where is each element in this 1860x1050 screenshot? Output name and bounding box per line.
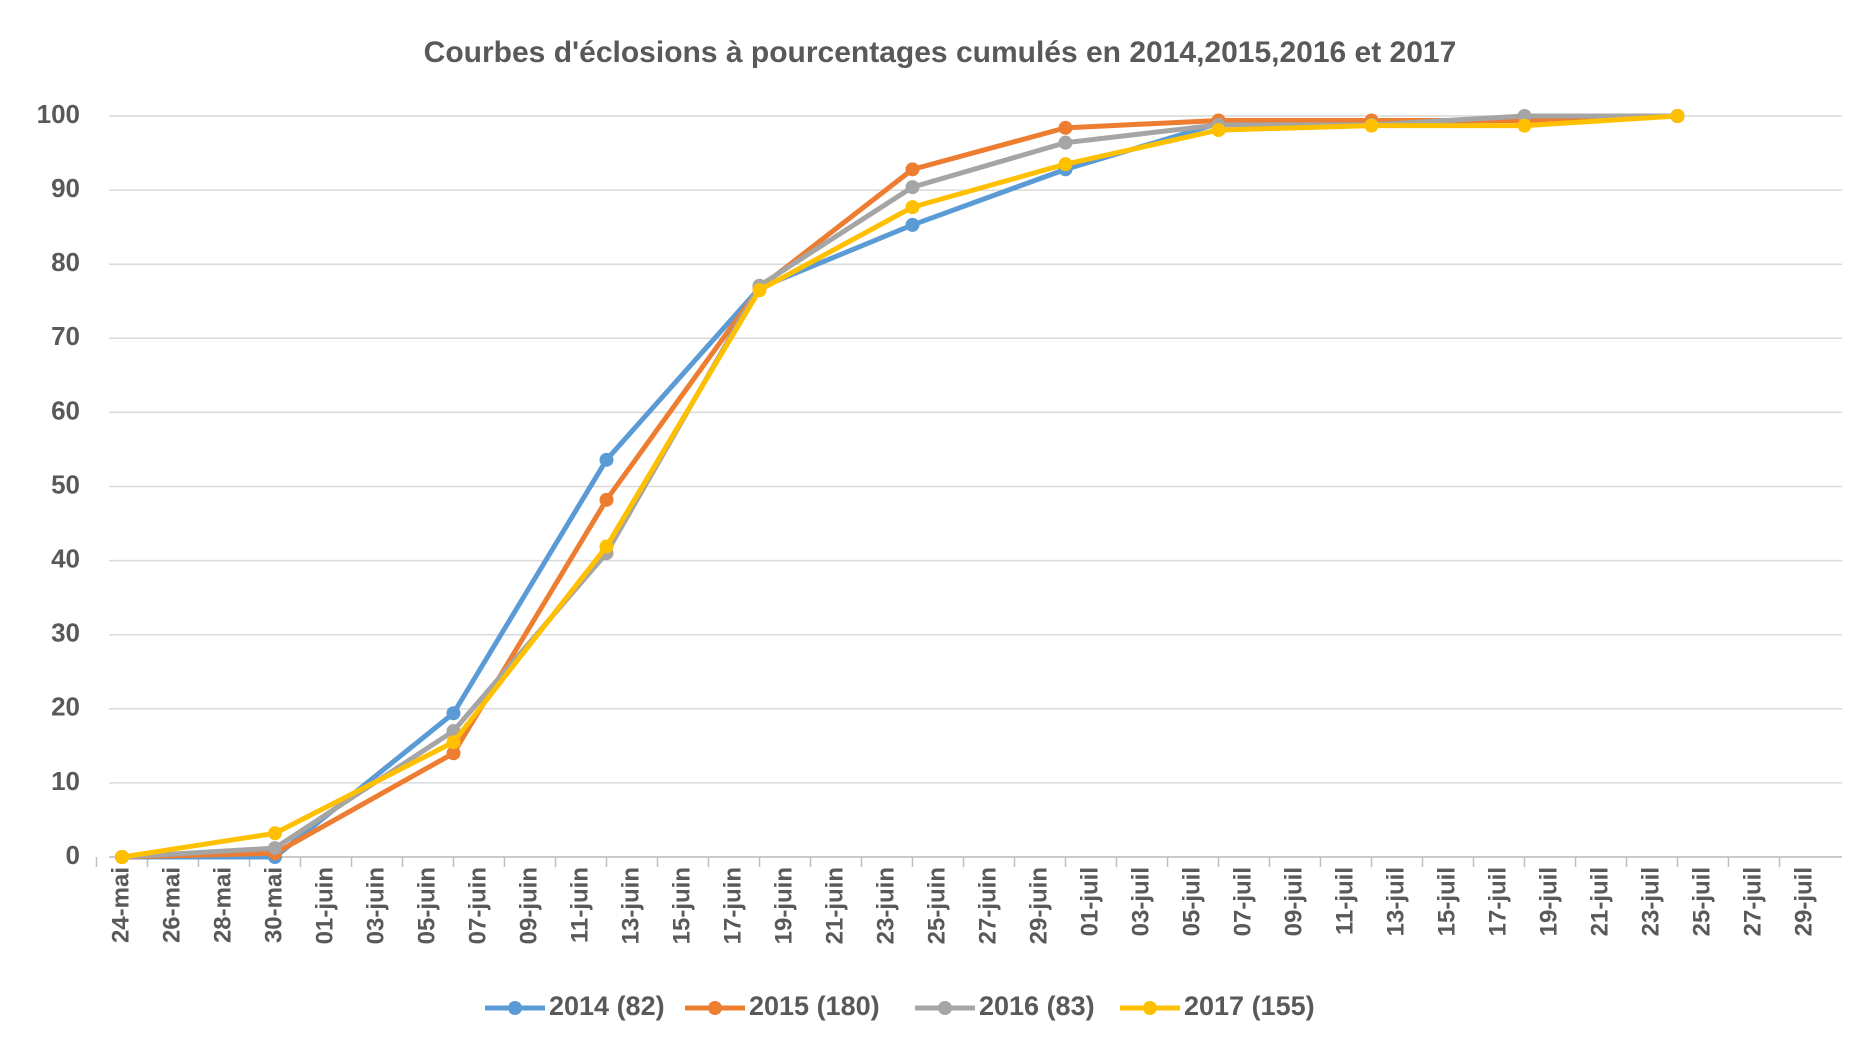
x-tick-label: 11-juin <box>566 867 593 943</box>
x-tick-label: 24-mai <box>107 867 134 943</box>
data-point <box>446 735 461 750</box>
x-tick-label: 27-juil <box>1739 867 1766 936</box>
x-tick-label: 13-juin <box>617 867 644 944</box>
y-tick-label: 70 <box>51 321 80 351</box>
data-point <box>905 217 920 232</box>
y-tick-label: 20 <box>51 692 80 722</box>
x-tick-label: 25-juin <box>923 867 950 944</box>
legend-marker <box>508 1001 522 1015</box>
data-point <box>1058 120 1073 135</box>
x-tick-label: 27-juin <box>974 867 1001 944</box>
x-tick-label: 21-juil <box>1586 867 1613 936</box>
data-point <box>1364 118 1379 133</box>
x-tick-label: 15-juin <box>668 867 695 944</box>
y-tick-label: 10 <box>51 766 80 796</box>
y-tick-label: 80 <box>51 247 80 277</box>
x-tick-label: 28-mai <box>209 867 236 943</box>
x-tick-label: 15-juil <box>1433 867 1460 936</box>
x-tick-label: 30-mai <box>260 867 287 943</box>
x-tick-label: 17-juin <box>719 867 746 944</box>
x-tick-label: 13-juil <box>1382 867 1409 936</box>
legend-label: 2014 (82) <box>549 991 665 1021</box>
x-tick-label: 19-juin <box>770 867 797 944</box>
x-tick-label: 17-juil <box>1484 867 1511 936</box>
data-point <box>1670 109 1685 123</box>
y-tick-label: 60 <box>51 395 80 425</box>
x-tick-label: 05-juin <box>413 867 440 944</box>
x-tick-label: 03-juil <box>1127 867 1154 936</box>
x-tick-label: 09-juin <box>515 867 542 944</box>
y-tick-label: 40 <box>51 543 80 573</box>
data-point <box>268 826 282 841</box>
data-point <box>905 180 920 195</box>
x-tick-label: 07-juin <box>464 867 491 944</box>
legend-marker <box>708 1001 722 1015</box>
data-point <box>1517 109 1532 123</box>
data-point <box>752 283 767 298</box>
legend-marker <box>938 1001 952 1015</box>
x-tick-label: 25-juil <box>1688 867 1715 936</box>
x-tick-label: 26-mai <box>158 867 185 943</box>
x-tick-label: 01-juil <box>1076 867 1103 936</box>
legend-label: 2016 (83) <box>979 991 1095 1021</box>
chart-title: Courbes d'éclosions à pourcentages cumul… <box>424 36 1457 69</box>
data-point <box>599 452 614 467</box>
x-tick-label: 05-juil <box>1178 867 1205 936</box>
x-tick-label: 23-juin <box>872 867 899 944</box>
data-point <box>1058 135 1073 150</box>
y-tick-label: 90 <box>51 173 80 203</box>
legend-marker <box>1143 1001 1157 1015</box>
x-tick-label: 29-juil <box>1790 867 1817 936</box>
data-point <box>905 162 920 177</box>
data-point <box>1058 157 1073 172</box>
legend-label: 2015 (180) <box>749 991 880 1021</box>
data-point <box>446 746 461 761</box>
y-tick-label: 50 <box>51 469 80 499</box>
data-point <box>599 492 614 507</box>
x-tick-label: 11-juil <box>1331 867 1358 935</box>
y-tick-label: 0 <box>66 840 80 870</box>
data-point <box>905 200 920 215</box>
data-point <box>268 841 282 856</box>
data-point <box>115 850 129 864</box>
data-point <box>446 706 461 721</box>
data-point <box>1517 118 1532 133</box>
y-tick-label: 100 <box>37 99 80 129</box>
x-tick-label: 19-juil <box>1535 867 1562 936</box>
data-point <box>1211 123 1226 138</box>
x-tick-label: 09-juil <box>1280 867 1307 936</box>
x-tick-label: 03-juin <box>362 867 389 944</box>
data-point <box>599 539 614 554</box>
x-tick-label: 23-juil <box>1637 867 1664 936</box>
x-tick-label: 07-juil <box>1229 867 1256 936</box>
y-tick-label: 30 <box>51 618 80 648</box>
x-tick-label: 29-juin <box>1025 867 1052 944</box>
x-tick-label: 01-juin <box>311 867 338 944</box>
x-tick-label: 21-juin <box>821 867 848 944</box>
legend-label: 2017 (155) <box>1184 991 1315 1021</box>
